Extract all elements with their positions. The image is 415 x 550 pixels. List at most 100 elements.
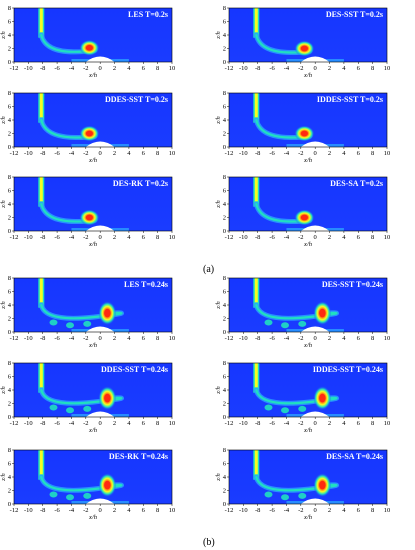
hill <box>85 411 115 417</box>
y-tick-label: 8 <box>8 5 11 12</box>
x-axis-label: x/h <box>88 427 97 434</box>
x-tick-label: 10 <box>384 150 391 157</box>
x-tick-label: -8 <box>40 335 45 342</box>
x-tick-label: -8 <box>40 150 45 157</box>
x-axis-label: x/h <box>303 241 312 248</box>
x-tick-label: 4 <box>342 420 346 427</box>
x-tick-label: -10 <box>239 507 248 514</box>
x-tick-label: -10 <box>24 420 33 427</box>
x-tick-label: 0 <box>99 335 102 342</box>
y-tick-label: 8 <box>223 90 226 97</box>
x-tick-label: 2 <box>328 234 331 241</box>
x-tick-label: 2 <box>113 234 116 241</box>
x-axis-label: x/h <box>88 342 97 349</box>
x-tick-label: 2 <box>328 150 331 157</box>
shear-layer <box>255 303 338 320</box>
y-tick-label: 4 <box>223 201 227 208</box>
y-tick-label: 2 <box>223 316 226 323</box>
x-tick-label: -4 <box>284 335 290 342</box>
x-tick-label: 2 <box>113 335 116 342</box>
vortex-core <box>319 480 326 490</box>
y-tick-label: 2 <box>8 316 11 323</box>
y-axis-label: z/h <box>0 116 7 125</box>
x-axis-label: x/h <box>88 157 97 164</box>
x-tick-label: -12 <box>225 234 234 241</box>
y-tick-label: 6 <box>8 461 12 468</box>
x-tick-label: -2 <box>83 65 88 72</box>
y-tick-label: 8 <box>8 447 11 454</box>
y-tick-label: 8 <box>223 447 226 454</box>
shear-layer <box>255 475 338 492</box>
x-axis-label: x/h <box>303 342 312 349</box>
y-tick-label: 8 <box>8 174 11 181</box>
x-tick-label: 6 <box>357 150 361 157</box>
x-tick-label: -12 <box>225 420 234 427</box>
x-tick-label: -2 <box>83 234 88 241</box>
y-tick-label: 6 <box>223 289 227 296</box>
contour-panel: DES-RK T=0.2s 0 2 4 6 8 z/h -12 -10 -8 -6 -4 -2 0 2 4 6 8… <box>0 174 175 248</box>
x-tick-label: -12 <box>10 234 19 241</box>
hill <box>300 326 330 332</box>
x-tick-label: 4 <box>127 150 131 157</box>
y-tick-label: 0 <box>8 501 11 508</box>
x-tick-label: -4 <box>69 507 75 514</box>
x-tick-label: 10 <box>169 65 176 72</box>
x-tick-label: -10 <box>239 234 248 241</box>
vortex-core <box>319 308 326 318</box>
hill <box>85 56 115 62</box>
x-tick-label: -2 <box>298 507 303 514</box>
x-tick-label: -2 <box>298 234 303 241</box>
secondary-vortex <box>66 494 75 501</box>
x-tick-label: -2 <box>298 335 303 342</box>
panel-title: LES T=0.2s <box>128 10 168 19</box>
y-tick-label: 6 <box>223 461 227 468</box>
x-tick-label: -4 <box>284 234 290 241</box>
panel-title: DES-RK T=0.2s <box>113 179 168 188</box>
y-tick-label: 0 <box>8 414 11 421</box>
y-tick-label: 0 <box>8 59 11 66</box>
secondary-vortex <box>264 404 273 411</box>
x-tick-label: 8 <box>156 150 159 157</box>
vortex-core <box>85 214 93 221</box>
x-tick-label: -6 <box>54 507 60 514</box>
shear-layer <box>255 388 338 405</box>
x-tick-label: -10 <box>24 335 33 342</box>
x-tick-label: -4 <box>69 420 75 427</box>
x-tick-label: -10 <box>24 234 33 241</box>
y-tick-label: 6 <box>8 104 12 111</box>
x-tick-label: -2 <box>298 65 303 72</box>
x-tick-label: 6 <box>142 507 146 514</box>
x-tick-label: 4 <box>127 507 131 514</box>
contour-panel: DDES-SST T=0.2s 0 2 4 6 8 z/h -12 -10 -8 -6 -4 -2 0 2 4… <box>0 90 175 164</box>
secondary-vortex <box>66 322 75 329</box>
contour-panel: IDDES-SST T=0.2s 0 2 4 6 8 z/h -12 -10 -8 -6 -4 -2 0 2… <box>215 90 390 164</box>
secondary-vortex <box>298 320 307 327</box>
y-axis-label: z/h <box>215 301 222 310</box>
y-axis-label: z/h <box>215 31 222 40</box>
y-tick-label: 6 <box>223 188 227 195</box>
x-tick-label: -8 <box>255 507 260 514</box>
secondary-vortex <box>49 404 58 411</box>
x-tick-label: 8 <box>371 420 374 427</box>
y-axis-label: z/h <box>215 116 222 125</box>
x-tick-label: 6 <box>142 65 146 72</box>
y-tick-label: 2 <box>8 488 11 495</box>
vortex-core <box>85 130 93 137</box>
x-tick-label: 4 <box>127 420 131 427</box>
y-tick-label: 4 <box>8 387 12 394</box>
y-tick-label: 8 <box>8 90 11 97</box>
x-tick-label: -12 <box>10 507 19 514</box>
x-tick-label: 6 <box>142 335 146 342</box>
x-tick-label: 8 <box>156 420 159 427</box>
x-axis-label: x/h <box>88 72 97 79</box>
y-axis-label: z/h <box>0 200 7 209</box>
x-tick-label: 2 <box>328 335 331 342</box>
y-tick-label: 6 <box>8 374 12 381</box>
secondary-vortex <box>281 407 290 414</box>
x-tick-label: 10 <box>384 335 391 342</box>
y-tick-label: 2 <box>223 215 226 222</box>
x-tick-label: 4 <box>342 234 346 241</box>
vortex-core <box>104 393 111 403</box>
y-axis-label: z/h <box>0 473 7 482</box>
jet-core <box>254 278 258 303</box>
